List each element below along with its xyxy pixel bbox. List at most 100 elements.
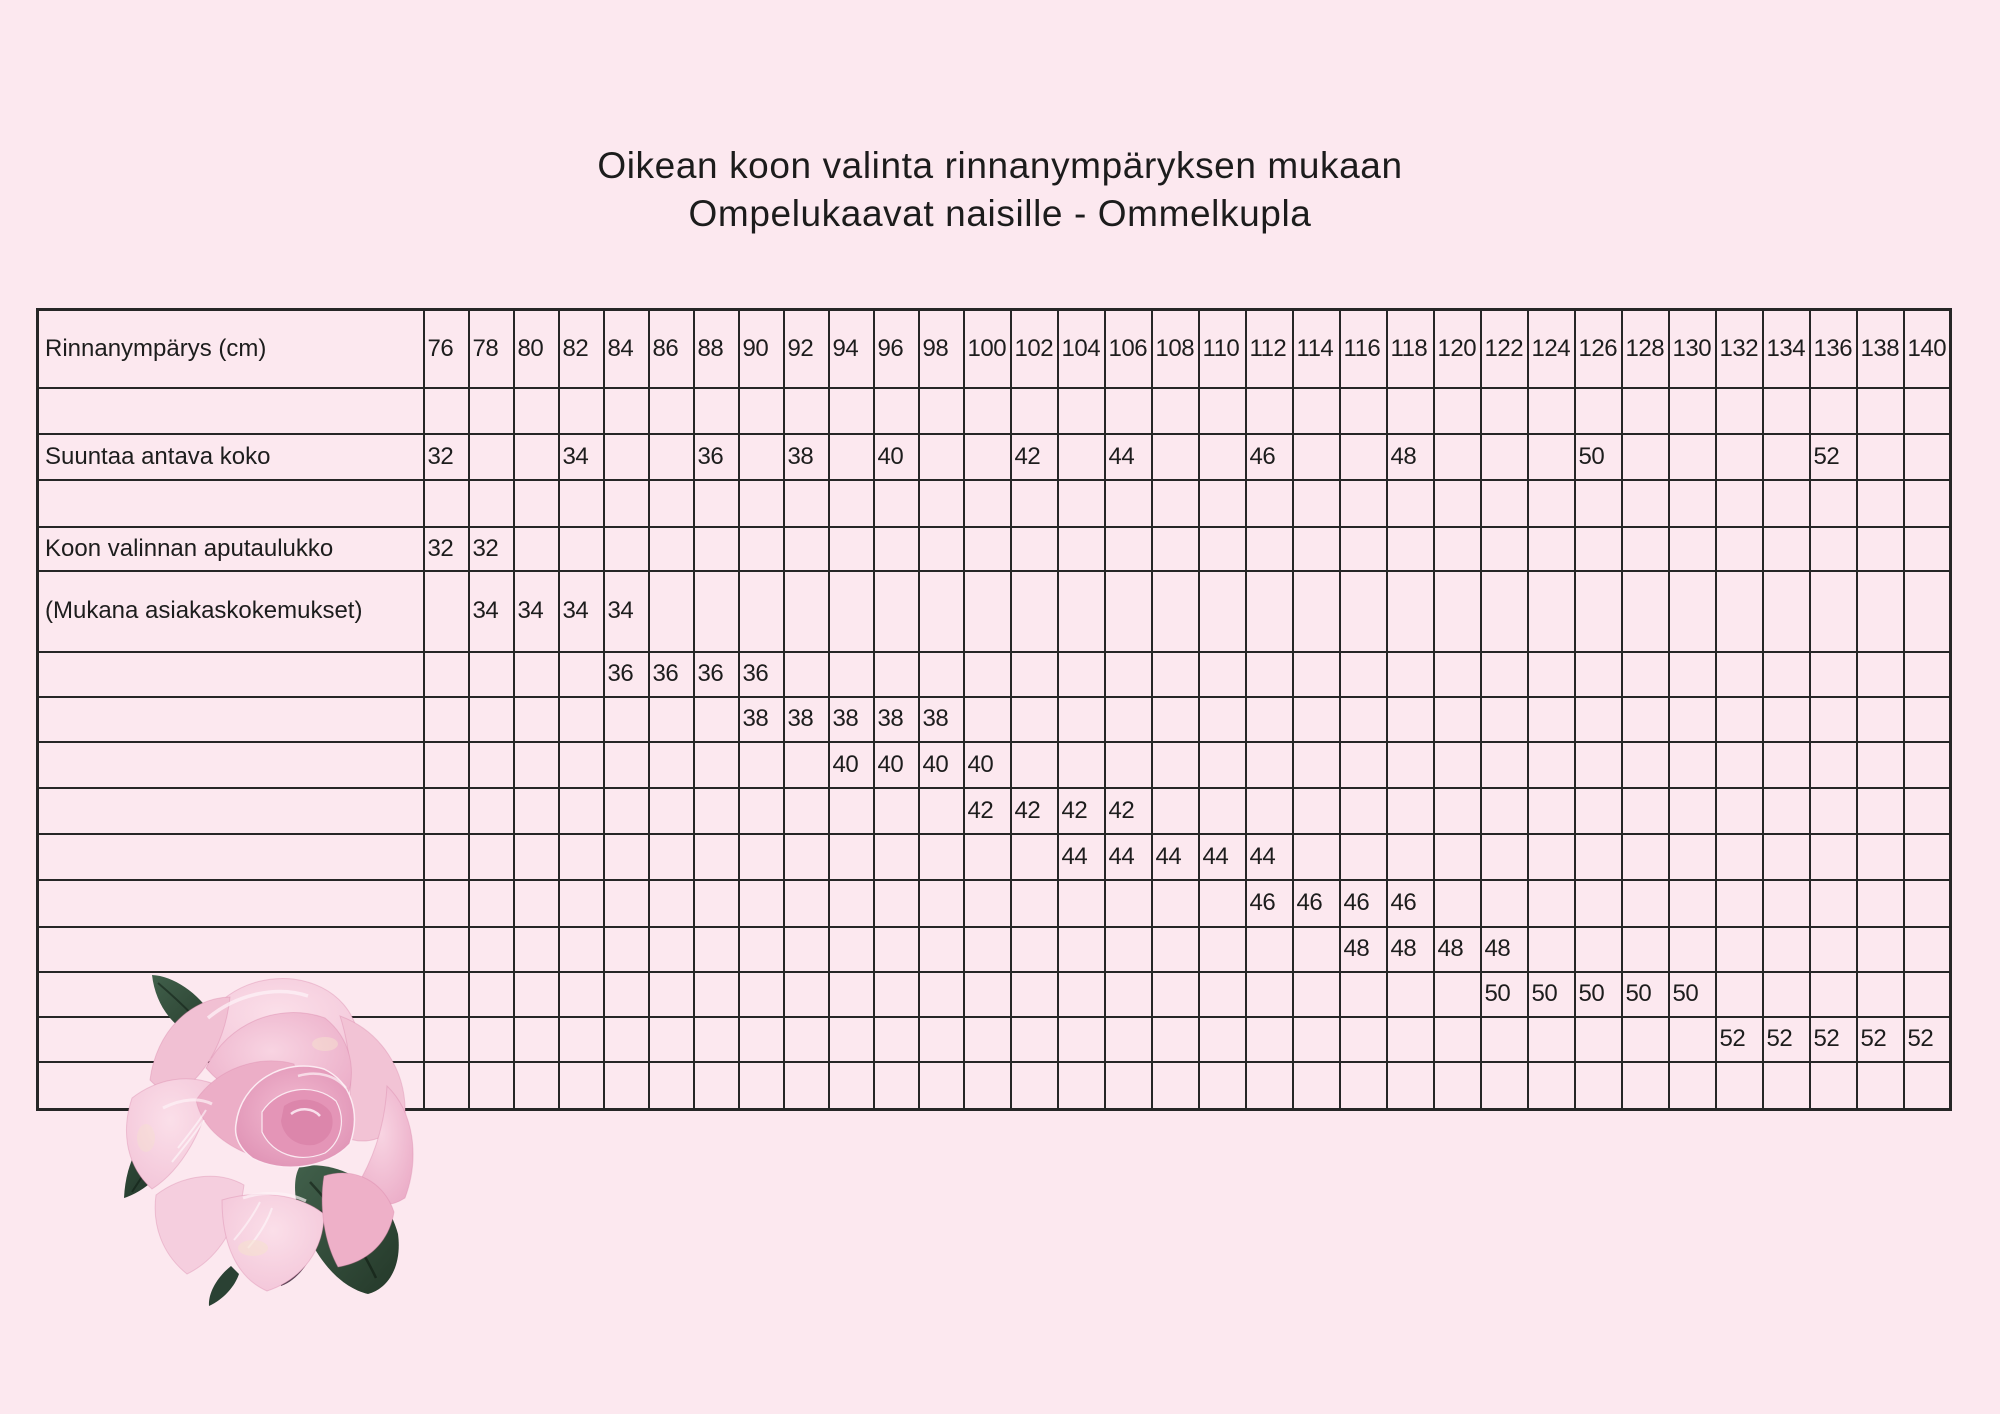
size-cell-94 xyxy=(827,650,875,698)
size-cell-92 xyxy=(782,650,830,698)
size-cell-140 xyxy=(1902,832,1952,881)
size-cell-118 xyxy=(1385,386,1435,435)
size-cell-120 xyxy=(1432,569,1482,653)
size-cell-108 xyxy=(1150,1015,1200,1063)
size-cell-112 xyxy=(1244,478,1294,528)
size-cell-116: 46 xyxy=(1338,878,1388,928)
column-header-120: 120 xyxy=(1432,308,1482,389)
size-cell-112 xyxy=(1244,386,1294,435)
size-cell-102 xyxy=(1009,832,1059,881)
size-cell-104 xyxy=(1056,925,1106,973)
size-cell-76 xyxy=(422,569,470,653)
size-cell-106 xyxy=(1103,650,1153,698)
size-cell-78 xyxy=(467,970,515,1018)
size-cell-88 xyxy=(692,695,740,743)
size-cell-94: 38 xyxy=(827,695,875,743)
size-cell-110 xyxy=(1197,386,1247,435)
size-cell-92 xyxy=(782,1015,830,1063)
size-cell-134 xyxy=(1761,740,1811,789)
size-cell-130 xyxy=(1667,386,1717,435)
size-cell-76 xyxy=(422,478,470,528)
size-cell-94 xyxy=(827,925,875,973)
size-cell-84 xyxy=(602,878,650,928)
column-header-114: 114 xyxy=(1291,308,1341,389)
size-cell-96 xyxy=(872,1015,920,1063)
size-chart-table: Rinnanympärys (cm) 76 78 80 82 84 86 88 90 92 94 96… xyxy=(36,308,1952,1111)
size-cell-82: 34 xyxy=(557,569,605,653)
size-cell-78 xyxy=(467,786,515,835)
size-cell-112: 46 xyxy=(1244,878,1294,928)
size-cell-136 xyxy=(1808,740,1858,789)
size-cell-108 xyxy=(1150,1060,1200,1111)
size-cell-116 xyxy=(1338,432,1388,481)
size-cell-94: 40 xyxy=(827,740,875,789)
size-cell-80 xyxy=(512,1015,560,1063)
size-cell-102 xyxy=(1009,925,1059,973)
size-cell-86 xyxy=(647,1015,695,1063)
size-cell-76 xyxy=(422,832,470,881)
size-cell-100 xyxy=(962,386,1012,435)
size-cell-134 xyxy=(1761,878,1811,928)
size-cell-92 xyxy=(782,970,830,1018)
size-cell-134 xyxy=(1761,786,1811,835)
row-label: Rinnanympärys (cm) xyxy=(36,308,425,389)
helper-table-row: Koon valinnan aputaulukko 32 32 xyxy=(36,525,1952,572)
size-cell-124 xyxy=(1526,1015,1576,1063)
size-cell-138 xyxy=(1855,569,1905,653)
bust-header-row: Rinnanympärys (cm) 76 78 80 82 84 86 88 90 92 94 96… xyxy=(36,308,1952,389)
size-cell-78 xyxy=(467,432,515,481)
size-cell-124 xyxy=(1526,832,1576,881)
size-cell-114 xyxy=(1291,432,1341,481)
size-cell-88 xyxy=(692,386,740,435)
size-cell-82 xyxy=(557,1060,605,1111)
size-cell-138 xyxy=(1855,740,1905,789)
size-cell-122 xyxy=(1479,525,1529,572)
size-cell-102 xyxy=(1009,525,1059,572)
size-cell-80 xyxy=(512,650,560,698)
size-cell-114 xyxy=(1291,740,1341,789)
title-line-1: Oikean koon valinta rinnanympäryksen muk… xyxy=(597,145,1403,186)
size-cell-108 xyxy=(1150,925,1200,973)
size-cell-130 xyxy=(1667,832,1717,881)
size-cell-94 xyxy=(827,832,875,881)
size-cell-86 xyxy=(647,925,695,973)
size-cell-108 xyxy=(1150,878,1200,928)
size-cell-120 xyxy=(1432,386,1482,435)
size-cell-110 xyxy=(1197,740,1247,789)
size-cell-136: 52 xyxy=(1808,1015,1858,1063)
size-cell-116 xyxy=(1338,478,1388,528)
size-cell-108 xyxy=(1150,478,1200,528)
size-cell-120 xyxy=(1432,1060,1482,1111)
size-cell-110 xyxy=(1197,650,1247,698)
size-cell-128 xyxy=(1620,478,1670,528)
size-cell-134 xyxy=(1761,832,1811,881)
size-cell-116 xyxy=(1338,525,1388,572)
size-cell-84 xyxy=(602,832,650,881)
size-cell-94 xyxy=(827,786,875,835)
size-cell-114 xyxy=(1291,1060,1341,1111)
size-cell-122 xyxy=(1479,432,1529,481)
size-cell-98 xyxy=(917,1060,965,1111)
size-cell-124 xyxy=(1526,569,1576,653)
size-cell-118 xyxy=(1385,1015,1435,1063)
row-label xyxy=(36,925,425,973)
size-cell-138 xyxy=(1855,832,1905,881)
size-cell-88 xyxy=(692,1015,740,1063)
size-cell-116 xyxy=(1338,786,1388,835)
size-cell-126 xyxy=(1573,386,1623,435)
size-cell-98 xyxy=(917,569,965,653)
size-cell-136 xyxy=(1808,525,1858,572)
size-cell-86 xyxy=(647,525,695,572)
size-cell-132: 52 xyxy=(1714,1015,1764,1063)
size-46-row: 46 46 46 46 xyxy=(36,878,1952,928)
size-cell-118: 46 xyxy=(1385,878,1435,928)
size-cell-90 xyxy=(737,432,785,481)
size-cell-106 xyxy=(1103,478,1153,528)
size-cell-124 xyxy=(1526,525,1576,572)
size-cell-84: 34 xyxy=(602,569,650,653)
size-cell-108 xyxy=(1150,569,1200,653)
size-cell-106 xyxy=(1103,740,1153,789)
size-cell-84 xyxy=(602,970,650,1018)
size-cell-80 xyxy=(512,432,560,481)
